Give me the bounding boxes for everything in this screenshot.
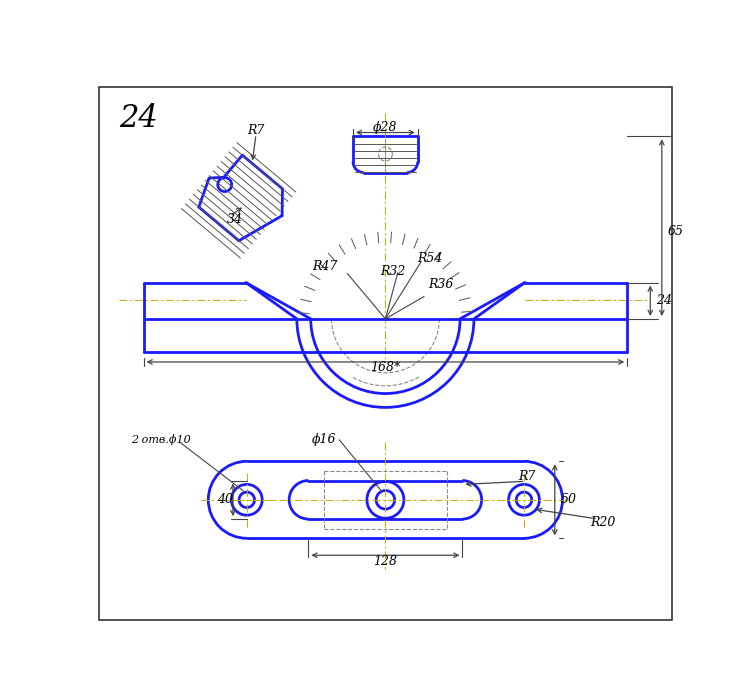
Text: 128: 128	[374, 555, 397, 568]
Text: 34: 34	[227, 213, 243, 226]
Text: ϕ28: ϕ28	[373, 121, 398, 134]
Text: 2 отв.ϕ10: 2 отв.ϕ10	[132, 434, 191, 445]
Text: 24: 24	[119, 103, 158, 134]
Text: R7: R7	[518, 470, 535, 483]
Text: 50: 50	[561, 494, 577, 506]
Text: R36: R36	[428, 279, 453, 291]
Text: ϕ16: ϕ16	[311, 433, 336, 446]
Text: R7: R7	[247, 124, 265, 136]
Text: R20: R20	[590, 517, 615, 529]
Text: R32: R32	[381, 265, 406, 278]
Text: 168*: 168*	[370, 361, 401, 374]
Text: 40: 40	[217, 494, 233, 506]
Text: R47: R47	[313, 260, 338, 273]
Text: 65: 65	[668, 225, 684, 237]
Text: 24: 24	[656, 294, 672, 307]
Text: R54: R54	[417, 252, 443, 265]
